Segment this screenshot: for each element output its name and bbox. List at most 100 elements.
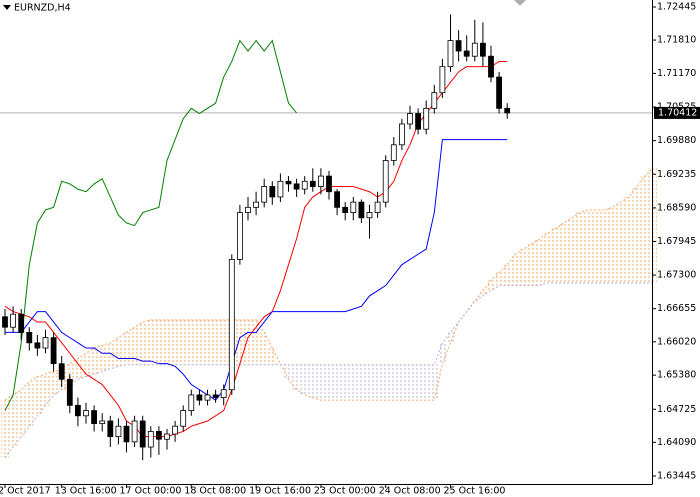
cloud-segment (357, 364, 366, 401)
y-tick-label: 1.71810 (657, 35, 696, 46)
candle-body (382, 160, 389, 203)
x-tick-label: 2 Oct 2017 (0, 486, 51, 497)
cloud-segment (584, 209, 593, 283)
candle-body (334, 191, 341, 208)
y-tick-label: 1.67945 (657, 236, 696, 247)
cloud-segment (90, 348, 99, 375)
cloud-segment (260, 332, 269, 365)
candle-body (99, 420, 106, 425)
x-tick-label: 18 Oct 08:00 (184, 486, 246, 497)
candle-body (83, 410, 89, 417)
candle-body (196, 394, 203, 401)
candle-body (34, 342, 41, 349)
cloud-segment (179, 319, 188, 365)
y-tick-label: 1.66020 (657, 336, 696, 347)
cloud-segment (592, 209, 601, 283)
cloud-boundary (4, 282, 653, 458)
cloud-segment (114, 337, 123, 367)
cloud-segment (495, 272, 504, 286)
x-tick-label: 24 Oct 08:00 (379, 486, 441, 497)
candle-body (309, 180, 316, 187)
candle-body (131, 420, 138, 443)
cloud-segment (211, 319, 220, 365)
candle-body (188, 394, 195, 411)
cloud-segment (446, 332, 455, 343)
x-tick-label: 19 Oct 16:00 (249, 486, 311, 497)
candle-body (50, 337, 57, 365)
candle-body (293, 183, 300, 190)
cloud-segment (146, 319, 155, 365)
y-tick-label: 1.69235 (657, 169, 696, 180)
candle-body (455, 40, 462, 52)
candle-body (415, 113, 422, 130)
candle-body (220, 389, 227, 398)
cloud-segment (576, 212, 585, 283)
cloud-segment (616, 202, 625, 283)
y-tick-label: 1.64725 (657, 404, 696, 415)
cloud-segment (33, 376, 42, 416)
cloud-segment (187, 319, 196, 365)
y-tick-label: 1.66655 (657, 303, 696, 314)
candle-body (488, 55, 494, 78)
candle-body (91, 410, 97, 425)
cloud-segment (405, 364, 415, 401)
cloud-segment (284, 364, 293, 380)
cloud-segment (527, 243, 536, 286)
cloud-segment (25, 381, 34, 427)
candle-body (228, 259, 235, 391)
y-tick-label: 1.69880 (657, 135, 696, 146)
y-tick-label: 1.67300 (657, 270, 696, 281)
candle-body (204, 394, 211, 401)
candle-body (26, 332, 33, 344)
cloud-segment (414, 364, 423, 401)
candle-body (285, 180, 292, 185)
candle-body (350, 201, 357, 213)
current-price-label: 1.70412 (658, 107, 697, 118)
cloud-segment (203, 319, 212, 365)
cloud-boundary (4, 167, 654, 401)
candle-body (42, 337, 49, 349)
cloud-segment (519, 249, 528, 286)
candle-body (423, 107, 430, 130)
cloud-segment (138, 321, 147, 365)
candle-body (301, 180, 308, 190)
candle-body (147, 431, 154, 448)
cloud-segment (252, 319, 261, 365)
candle-body (172, 425, 179, 435)
candle-body (18, 313, 25, 333)
candle-body (463, 50, 470, 57)
y-tick-label: 1.72445 (657, 1, 696, 12)
x-tick-label: 23 Oct 00:00 (314, 486, 376, 497)
cloud-segment (276, 363, 285, 365)
menu-arrow[interactable] (3, 5, 11, 10)
cloud-segment (122, 332, 131, 365)
candle-body (261, 186, 268, 203)
cloud-segment (268, 348, 277, 365)
cloud-segment (243, 319, 253, 365)
cloud-segment (9, 394, 18, 448)
plot-area (0, 14, 658, 461)
cloud-segment (632, 186, 641, 283)
cloud-segment (219, 319, 228, 365)
x-tick-label: 25 Oct 16:00 (444, 486, 506, 497)
cloud-segment (154, 319, 163, 365)
cloud-segment (567, 217, 577, 283)
cloud-segment (106, 342, 115, 369)
candle-body (326, 175, 332, 193)
cloud-segment (430, 364, 439, 401)
candle-body (277, 180, 284, 198)
candle-body (164, 433, 170, 440)
cloud-segment (171, 319, 180, 365)
cloud-segment (324, 364, 334, 401)
cloud-segment (49, 371, 58, 395)
candle-body (317, 175, 324, 187)
cloud-segment (235, 319, 244, 365)
candle-body (139, 420, 146, 448)
cloud-segment (349, 364, 358, 401)
indicator-line (4, 39, 297, 411)
y-tick-label: 1.63445 (657, 470, 696, 481)
cloud-segment (373, 364, 382, 401)
cloud-segment (640, 176, 649, 283)
candle-body (245, 206, 251, 213)
